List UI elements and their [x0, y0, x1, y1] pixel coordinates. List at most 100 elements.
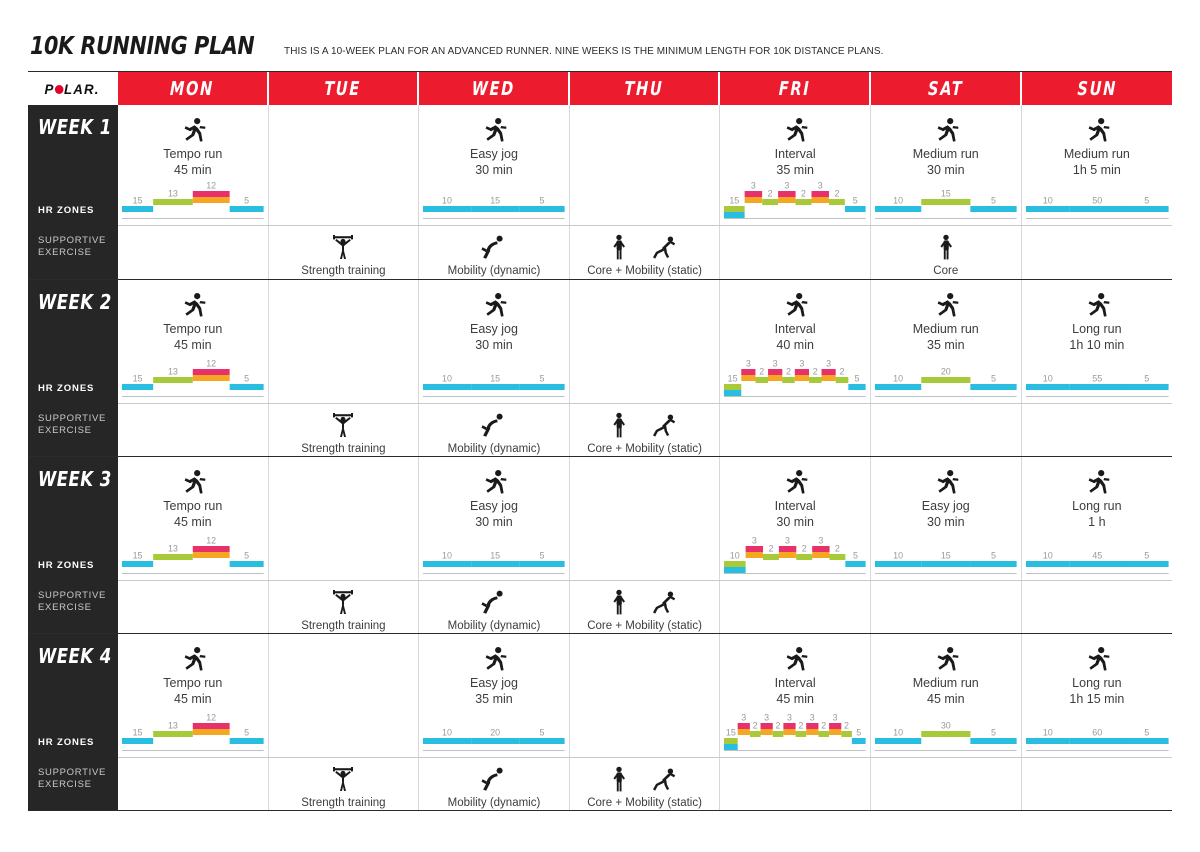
workout-cell-tue[interactable]	[268, 634, 420, 757]
svg-text:10: 10	[893, 727, 903, 737]
workout-cell-sat[interactable]: Medium run 35 min 10 20 5	[870, 280, 1022, 403]
supportive-cell-thu[interactable]: Core + Mobility (static)	[569, 758, 721, 810]
workout: Long run 1h 15 min	[1022, 634, 1173, 757]
workout-cell-thu[interactable]	[569, 457, 721, 580]
workout-duration: 45 min	[174, 514, 212, 529]
workout-duration: 35 min	[927, 337, 965, 352]
svg-text:13: 13	[168, 543, 178, 553]
workout-cell-mon[interactable]: Tempo run 45 min 15 13 12 5	[118, 457, 269, 580]
run-icon	[937, 647, 959, 671]
svg-text:5: 5	[991, 373, 996, 383]
hr-zone-chart-container: 10 15 5	[419, 357, 569, 397]
supportive-cell-sat[interactable]: Core	[870, 226, 1022, 279]
supportive-cell-wed[interactable]: Mobility (dynamic)	[419, 758, 570, 810]
svg-text:2: 2	[753, 720, 758, 730]
workout-cell-fri[interactable]: Interval 40 min 15 3 2 3 2 3 2 3 2 5	[720, 280, 871, 403]
workout-cell-wed[interactable]: Easy jog 30 min 10 15 5	[419, 105, 570, 225]
supportive-cell-wed[interactable]: Mobility (dynamic)	[419, 404, 570, 456]
supportive-cell-mon[interactable]	[118, 226, 269, 279]
hr-zones-label: HR ZONES	[38, 737, 95, 748]
workout-cell-wed[interactable]: Easy jog 30 min 10 15 5	[419, 457, 570, 580]
supportive-cell-fri[interactable]	[720, 226, 871, 279]
workout-cell-thu[interactable]	[569, 634, 721, 757]
workout-cell-fri[interactable]: Interval 35 min 15 3 2 3 2 3 2 5	[720, 105, 871, 225]
svg-text:2: 2	[813, 366, 818, 376]
hr-zone-chart: 15 3 2 3 2 3 2 5	[724, 180, 866, 219]
workout-icon	[1084, 291, 1110, 321]
svg-text:5: 5	[1144, 727, 1149, 737]
supportive-cell-mon[interactable]	[118, 758, 269, 810]
supportive-cell-tue[interactable]: Strength training	[268, 581, 420, 633]
workout-cell-wed[interactable]: Easy jog 30 min 10 15 5	[419, 280, 570, 403]
workout: Tempo run 45 min	[118, 634, 268, 757]
workout: Easy jog 35 min	[419, 634, 569, 757]
hr-zone-chart: 10 30 5	[874, 720, 1017, 751]
supportive-cell-sun[interactable]	[1021, 404, 1173, 456]
workout-cell-tue[interactable]	[268, 105, 420, 225]
supportive-icons	[610, 589, 680, 615]
workout-cell-sun[interactable]: Long run 1 h 10 45 5	[1021, 457, 1173, 580]
workout-duration: 1h 10 min	[1069, 337, 1125, 352]
supportive-cell-mon[interactable]	[118, 581, 269, 633]
supportive-cell-sat[interactable]	[870, 581, 1022, 633]
supportive-cell-sun[interactable]	[1021, 758, 1173, 810]
workout-name: Tempo run	[163, 676, 223, 690]
hr-zone-chart-container: 15 13 12 5	[118, 179, 268, 219]
supportive-label: Core + Mobility (static)	[587, 797, 702, 809]
workout-cell-mon[interactable]: Tempo run 45 min 15 13 12 5	[118, 280, 269, 403]
supportive-cell-fri[interactable]	[720, 404, 871, 456]
workout-cell-sun[interactable]: Medium run 1h 5 min 10 50 5	[1021, 105, 1173, 225]
workout-cell-thu[interactable]	[569, 280, 721, 403]
core-icon	[610, 766, 628, 792]
workout-icon	[180, 645, 206, 675]
workout-cell-sat[interactable]: Medium run 30 min 10 15 5	[870, 105, 1022, 225]
svg-text:5: 5	[244, 550, 249, 560]
supportive-label: Strength training	[301, 443, 386, 455]
workout-cell-mon[interactable]: Tempo run 45 min 15 13 12 5	[118, 105, 269, 225]
core-icon	[612, 589, 625, 615]
workout-cell-mon[interactable]: Tempo run 45 min 15 13 12 5	[118, 634, 269, 757]
workout-name: Easy jog	[470, 322, 518, 336]
supportive-cell-sun[interactable]	[1021, 226, 1173, 279]
stretch-icon	[652, 412, 680, 438]
supportive-cell-mon[interactable]	[118, 404, 269, 456]
core-icon	[610, 412, 628, 438]
workout-cell-fri[interactable]: Interval 30 min 10 3 2 3 2 3 2 5	[720, 457, 871, 580]
supportive-cell-tue[interactable]: Strength training	[268, 226, 420, 279]
supportive-cell-sun[interactable]	[1021, 581, 1173, 633]
week-label: WEEK 3	[38, 467, 112, 491]
workout-cell-tue[interactable]	[268, 280, 420, 403]
supportive-cell-thu[interactable]: Core + Mobility (static)	[569, 404, 721, 456]
hr-zone-chart-container: 10 45 5	[1022, 534, 1173, 574]
supportive-item: Mobility (dynamic)	[448, 589, 540, 632]
week-label: WEEK 1	[38, 115, 112, 139]
hr-zone-chart-container: 15 13 12 5	[118, 357, 268, 397]
workout-cell-sun[interactable]: Long run 1h 10 min 10 55 5	[1021, 280, 1173, 403]
supportive-cell-thu[interactable]: Core + Mobility (static)	[569, 581, 721, 633]
supportive-label: Mobility (dynamic)	[447, 797, 541, 809]
workout-cell-wed[interactable]: Easy jog 35 min 10 20 5	[419, 634, 570, 757]
supportive-cell-fri[interactable]	[720, 758, 871, 810]
supportive-cell-tue[interactable]: Strength training	[268, 758, 420, 810]
workout-cell-fri[interactable]: Interval 45 min 15 3 2 3 2 3 2 3 2 3 2 5	[720, 634, 871, 757]
workout-cell-sun[interactable]: Long run 1h 15 min 10 60 5	[1021, 634, 1173, 757]
hr-zone-chart-container: 10 15 5	[419, 179, 569, 219]
svg-text:3: 3	[819, 535, 824, 545]
run-icon	[786, 647, 808, 671]
week-sidebar: WEEK 1 HR ZONES SUPPORTIVE EXERCISE	[28, 105, 118, 279]
supportive-cell-wed[interactable]: Mobility (dynamic)	[419, 581, 570, 633]
supportive-cell-sat[interactable]	[870, 404, 1022, 456]
supportive-cell-fri[interactable]	[720, 581, 871, 633]
supportive-cell-sat[interactable]	[870, 758, 1022, 810]
supportive-cell-tue[interactable]: Strength training	[268, 404, 420, 456]
workout-cell-tue[interactable]	[268, 457, 420, 580]
workout-duration: 35 min	[776, 162, 814, 177]
supportive-cell-thu[interactable]: Core + Mobility (static)	[569, 226, 721, 279]
supportive-cell-wed[interactable]: Mobility (dynamic)	[419, 226, 570, 279]
svg-text:13: 13	[168, 366, 178, 376]
workout-icon	[481, 116, 507, 146]
workout-cell-sat[interactable]: Easy jog 30 min 10 15 5	[870, 457, 1022, 580]
workout-cell-sat[interactable]: Medium run 45 min 10 30 5	[870, 634, 1022, 757]
mobility-icon	[481, 413, 503, 437]
workout-cell-thu[interactable]	[569, 105, 721, 225]
